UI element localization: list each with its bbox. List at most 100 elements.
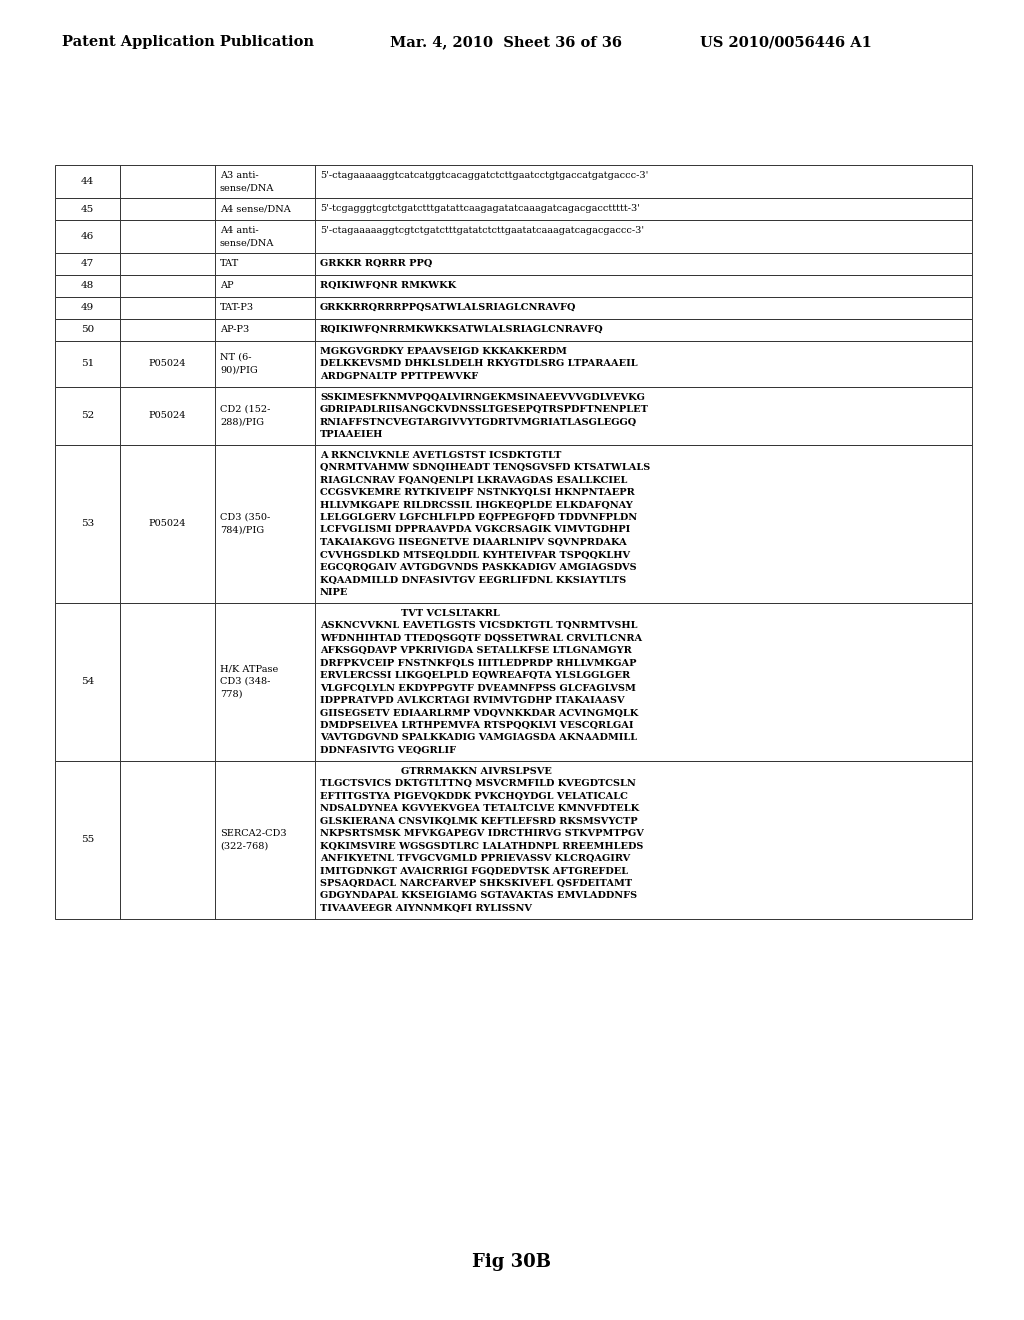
Text: 784)/PIG: 784)/PIG [220,525,264,535]
Text: TIVAAVEEGR AIYNNMKQFI RYLISSNV: TIVAAVEEGR AIYNNMKQFI RYLISSNV [319,904,532,913]
Text: 54: 54 [81,677,94,686]
Text: Mar. 4, 2010  Sheet 36 of 36: Mar. 4, 2010 Sheet 36 of 36 [390,36,622,49]
Bar [55,387,972,445]
Text: 47: 47 [81,260,94,268]
Text: 51: 51 [81,359,94,368]
Text: Fig 30B: Fig 30B [472,1253,552,1271]
Text: 5'-ctagaaaaaggtcatcatggtcacaggatctcttgaatcctgtgaccatgatgaccc-3': 5'-ctagaaaaaggtcatcatggtcacaggatctcttgaa… [319,172,648,180]
Text: GDRIPADLRIISANGCKVDNSSLTGESEPQTRSPDFTNENPLET: GDRIPADLRIISANGCKVDNSSLTGESEPQTRSPDFTNEN… [319,405,649,414]
Text: TLGCTSVICS DKTGTLTTNQ MSVCRMFILD KVEGDTCSLN: TLGCTSVICS DKTGTLTTNQ MSVCRMFILD KVEGDTC… [319,779,636,788]
Text: IDPPRATVPD AVLKCRTAGI RVIMVTGDHP ITAKAIAASV: IDPPRATVPD AVLKCRTAGI RVIMVTGDHP ITAKAIA… [319,696,625,705]
Text: 50: 50 [81,326,94,334]
Text: Patent Application Publication: Patent Application Publication [62,36,314,49]
Text: 45: 45 [81,205,94,214]
Text: sense/DNA: sense/DNA [220,183,274,193]
Bar [55,319,972,341]
Text: 44: 44 [81,177,94,186]
Text: 90)/PIG: 90)/PIG [220,366,258,375]
Text: RQIKIWFQNR RMKWKK: RQIKIWFQNR RMKWKK [319,281,456,290]
Text: GRKKR RQRRR PPQ: GRKKR RQRRR PPQ [319,259,432,268]
Text: ASKNCVVKNL EAVETLGSTS VICSDKTGTL TQNRMTVSHL: ASKNCVVKNL EAVETLGSTS VICSDKTGTL TQNRMTV… [319,620,638,630]
Text: CD3 (350-: CD3 (350- [220,512,270,521]
Text: GTRRMAKKN AIVRSLPSVE: GTRRMAKKN AIVRSLPSVE [319,767,552,776]
Text: TAKAIAKGVG IISEGNETVE DIAARLNIPV SQVNPRDAKA: TAKAIAKGVG IISEGNETVE DIAARLNIPV SQVNPRD… [319,539,627,546]
Text: IMITGDNKGT AVAICRRIGI FGQDEDVTSK AFTGREFDEL: IMITGDNKGT AVAICRRIGI FGQDEDVTSK AFTGREF… [319,866,628,875]
Text: P05024: P05024 [148,411,186,420]
Text: NIPE: NIPE [319,587,348,597]
Bar [55,198,972,220]
Text: AFKSGQDAVP VPKRIVIGDA SETALLKFSE LTLGNAMGYR: AFKSGQDAVP VPKRIVIGDA SETALLKFSE LTLGNAM… [319,645,632,655]
Text: 46: 46 [81,232,94,242]
Text: GRKKRRQRRRPPQSATWLALSRIAGLCNRAVFQ: GRKKRRQRRRPPQSATWLALSRIAGLCNRAVFQ [319,304,577,312]
Text: LCFVGLISMI DPPRAAVPDA VGKCRSAGIK VIMVTGDHPI: LCFVGLISMI DPPRAAVPDA VGKCRSAGIK VIMVTGD… [319,525,630,535]
Text: RQIKIWFQNRRMKWKKSATWLALSRIAGLCNRAVFQ: RQIKIWFQNRRMKWKKSATWLALSRIAGLCNRAVFQ [319,325,603,334]
Text: US 2010/0056446 A1: US 2010/0056446 A1 [700,36,871,49]
Text: 48: 48 [81,281,94,290]
Bar [55,220,972,253]
Text: EGCQRQGAIV AVTGDGVNDS PASKKADIGV AMGIAGSDVS: EGCQRQGAIV AVTGDGVNDS PASKKADIGV AMGIAGS… [319,564,637,572]
Text: H/K ATPase: H/K ATPase [220,664,279,673]
Bar [55,445,972,602]
Text: TPIAAEIEH: TPIAAEIEH [319,430,383,440]
Text: VLGFCQLYLN EKDYPPGYTF DVEAMNFPSS GLCFAGLVSM: VLGFCQLYLN EKDYPPGYTF DVEAMNFPSS GLCFAGL… [319,684,636,693]
Text: 5'-ctagaaaaaggtcgtctgatctttgatatctcttgaatatcaaagatcagacgaccc-3': 5'-ctagaaaaaggtcgtctgatctttgatatctcttgaa… [319,226,644,235]
Text: GIISEGSETV EDIAARLRMP VDQVNKKDAR ACVINGMQLK: GIISEGSETV EDIAARLRMP VDQVNKKDAR ACVINGM… [319,709,638,718]
Text: A RKNCLVKNLE AVETLGSTST ICSDKTGTLT: A RKNCLVKNLE AVETLGSTST ICSDKTGTLT [319,450,561,459]
Text: (322-768): (322-768) [220,841,268,850]
Text: NKPSRTSMSK MFVKGAPEGV IDRCTHIRVG STKVPMTPGV: NKPSRTSMSK MFVKGAPEGV IDRCTHIRVG STKVPMT… [319,829,644,838]
Bar [55,253,972,275]
Text: DMDPSELVEA LRTHPEMVFA RTSPQQKLVI VESCQRLGAI: DMDPSELVEA LRTHPEMVFA RTSPQQKLVI VESCQRL… [319,721,634,730]
Text: P05024: P05024 [148,519,186,528]
Text: RIAGLCNRAV FQANQENLPI LKRAVAGDAS ESALLKCIEL: RIAGLCNRAV FQANQENLPI LKRAVAGDAS ESALLKC… [319,475,628,484]
Bar [55,602,972,760]
Text: KQAADMILLD DNFASIVTGV EEGRLIFDNL KKSIAYTLTS: KQAADMILLD DNFASIVTGV EEGRLIFDNL KKSIAYT… [319,576,627,585]
Text: P05024: P05024 [148,359,186,368]
Text: QNRMTVAHMW SDNQIHEADT TENQSGVSFD KTSATWLALS: QNRMTVAHMW SDNQIHEADT TENQSGVSFD KTSATWL… [319,463,650,473]
Text: 5'-tcgagggtcgtctgatctttgatattcaagagatatcaaagatcagacgaccttttt-3': 5'-tcgagggtcgtctgatctttgatattcaagagatatc… [319,205,640,213]
Text: ANFIKYETNL TFVGCVGMLD PPRIEVASSV KLCRQAGIRV: ANFIKYETNL TFVGCVGMLD PPRIEVASSV KLCRQAG… [319,854,630,863]
Text: A3 anti-: A3 anti- [220,170,259,180]
Text: VAVTGDGVND SPALKKADIG VAMGIAGSDA AKNAADMILL: VAVTGDGVND SPALKKADIG VAMGIAGSDA AKNAADM… [319,734,637,742]
Bar [55,165,972,198]
Text: TVT VCLSLTAKRL: TVT VCLSLTAKRL [319,609,500,618]
Text: DRFPKVCEIP FNSTNKFQLS IIITLEDPRDP RHLLVMKGAP: DRFPKVCEIP FNSTNKFQLS IIITLEDPRDP RHLLVM… [319,659,637,668]
Text: TAT: TAT [220,260,240,268]
Text: CVVHGSDLKD MTSEQLDDIL KYHTEIVFAR TSPQQKLHV: CVVHGSDLKD MTSEQLDDIL KYHTEIVFAR TSPQQKL… [319,550,630,560]
Text: RNIAFFSTNCVEGTARGIVVYTGDRTVMGRIATLASGLEGGQ: RNIAFFSTNCVEGTARGIVVYTGDRTVMGRIATLASGLEG… [319,417,637,426]
Text: ERVLERCSSI LIKGQELPLD EQWREAFQTA YLSLGGLGER: ERVLERCSSI LIKGQELPLD EQWREAFQTA YLSLGGL… [319,671,630,680]
Text: CD3 (348-: CD3 (348- [220,677,270,686]
Text: CD2 (152-: CD2 (152- [220,405,270,413]
Text: sense/DNA: sense/DNA [220,238,274,247]
Text: 288)/PIG: 288)/PIG [220,417,264,426]
Text: SERCA2-CD3: SERCA2-CD3 [220,829,287,838]
Bar [55,760,972,919]
Bar [55,341,972,387]
Text: KQKIMSVIRE WGSGSDTLRC LALATHDNPL RREEMHLEDS: KQKIMSVIRE WGSGSDTLRC LALATHDNPL RREEMHL… [319,842,643,850]
Text: 49: 49 [81,304,94,313]
Text: A4 anti-: A4 anti- [220,226,259,235]
Text: DDNFASIVTG VEQGRLIF: DDNFASIVTG VEQGRLIF [319,746,456,755]
Text: AP-P3: AP-P3 [220,326,249,334]
Text: 55: 55 [81,836,94,843]
Bar [55,297,972,319]
Text: AP: AP [220,281,233,290]
Bar [55,275,972,297]
Text: CCGSVKEMRE RYTKIVEIPF NSTNKYQLSI HKNPNTAEPR: CCGSVKEMRE RYTKIVEIPF NSTNKYQLSI HKNPNTA… [319,488,635,498]
Text: LELGGLGERV LGFCHLFLPD EQFPEGFQFD TDDVNFPLDN: LELGGLGERV LGFCHLFLPD EQFPEGFQFD TDDVNFP… [319,513,637,521]
Text: MGKGVGRDKY EPAAVSEIGD KKKAKKERDM: MGKGVGRDKY EPAAVSEIGD KKKAKKERDM [319,347,567,356]
Text: NT (6-: NT (6- [220,352,252,362]
Text: 52: 52 [81,411,94,420]
Text: GDGYNDAPAL KKSEIGIAMG SGTAVAKTAS EMVLADDNFS: GDGYNDAPAL KKSEIGIAMG SGTAVAKTAS EMVLADD… [319,891,637,900]
Text: 53: 53 [81,519,94,528]
Text: TAT-P3: TAT-P3 [220,304,254,313]
Text: SPSAQRDACL NARCFARVEP SHKSKIVEFL QSFDEITAMT: SPSAQRDACL NARCFARVEP SHKSKIVEFL QSFDEIT… [319,879,632,888]
Text: EFTITGSTYA PIGEVQKDDK PVKCHQYDGL VELATICALC: EFTITGSTYA PIGEVQKDDK PVKCHQYDGL VELATIC… [319,792,628,800]
Text: ARDGPNALTP PPTTPEWVKF: ARDGPNALTP PPTTPEWVKF [319,372,478,381]
Text: HLLVMKGAPE RILDRCSSIL IHGKEQPLDE ELKDAFQNAY: HLLVMKGAPE RILDRCSSIL IHGKEQPLDE ELKDAFQ… [319,500,633,510]
Text: SSKIMESFKNMVPQQALVIRNGEKMSINAEEVVVGDLVEVKG: SSKIMESFKNMVPQQALVIRNGEKMSINAEEVVVGDLVEV… [319,392,645,401]
Text: WFDNHIHTAD TTEDQSGQTF DQSSETWRAL CRVLTLCNRA: WFDNHIHTAD TTEDQSGQTF DQSSETWRAL CRVLTLC… [319,634,642,643]
Text: A4 sense/DNA: A4 sense/DNA [220,205,291,214]
Text: DELKKEVSMD DHKLSLDELH RKYGTDLSRG LTPARAAEIL: DELKKEVSMD DHKLSLDELH RKYGTDLSRG LTPARAA… [319,359,638,368]
Text: 778): 778) [220,689,243,698]
Text: GLSKIERANA CNSVIKQLMK KEFTLEFSRD RKSMSVYCTP: GLSKIERANA CNSVIKQLMK KEFTLEFSRD RKSMSVY… [319,817,638,825]
